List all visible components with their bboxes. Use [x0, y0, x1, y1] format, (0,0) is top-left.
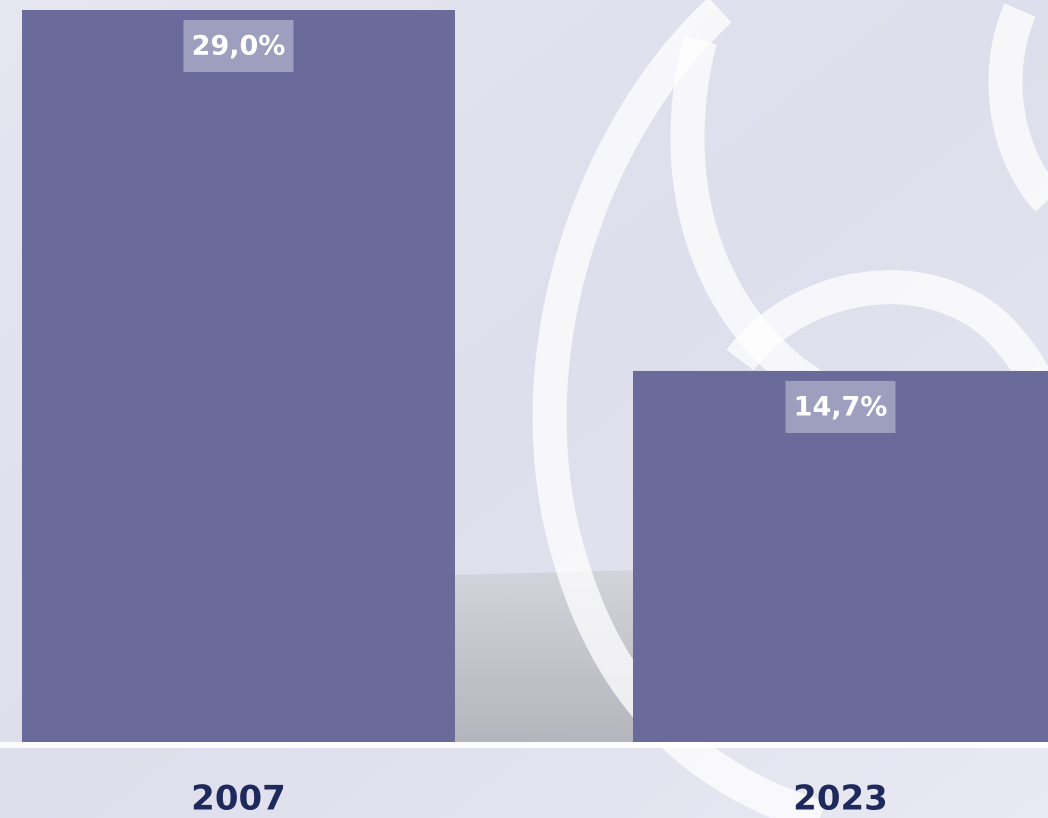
bar: [22, 10, 455, 742]
value-label-box: [183, 20, 294, 72]
bar: [633, 370, 1048, 742]
value-label-box: [785, 380, 896, 433]
x-tick-label: 2023: [793, 779, 888, 818]
x-tick-label: 2007: [191, 779, 286, 818]
baseline: [0, 742, 1048, 748]
value-label: 14,7%: [794, 391, 888, 422]
value-label: 29,0%: [192, 31, 286, 62]
